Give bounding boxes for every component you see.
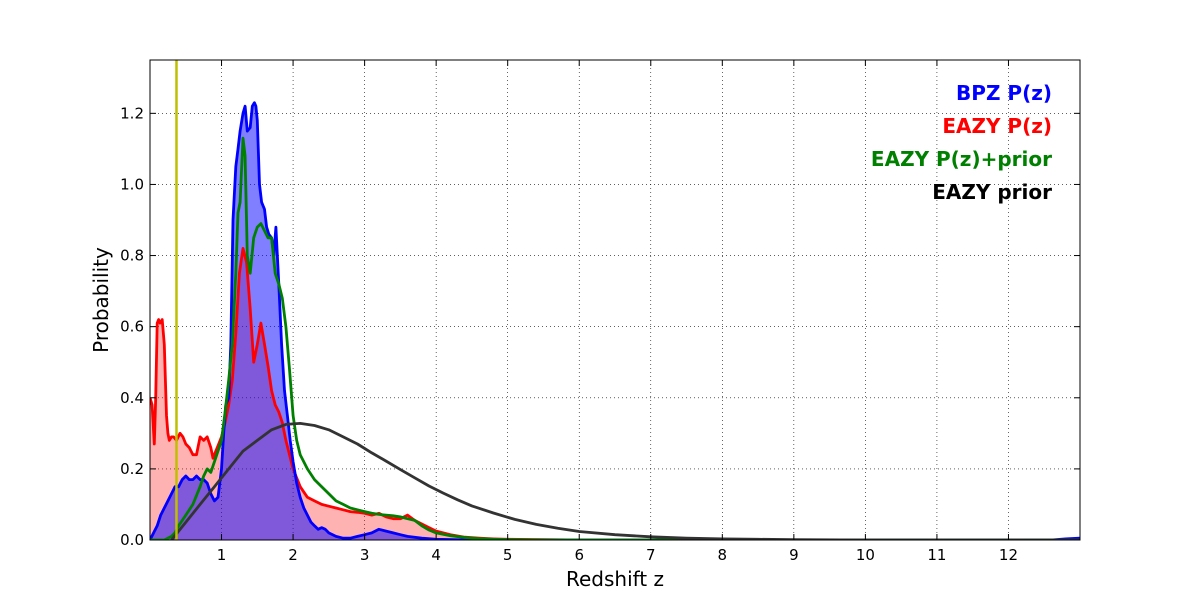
x-tick-label: 4 bbox=[431, 546, 441, 564]
plot-frame bbox=[149, 59, 1081, 541]
y-axis-label: Probability bbox=[89, 247, 113, 353]
y-tick-label: 0.2 bbox=[120, 460, 144, 478]
x-tick-label: 10 bbox=[856, 546, 875, 564]
legend-eazy-p-z: EAZY P(z) bbox=[942, 114, 1052, 138]
y-tick-label: 0.8 bbox=[120, 247, 144, 265]
x-tick-label: 8 bbox=[718, 546, 728, 564]
x-tick-label: 7 bbox=[646, 546, 656, 564]
legend: BPZ P(z) EAZY P(z) EAZY P(z)+prior EAZY pri… bbox=[871, 81, 1052, 204]
legend-eazy-p-z-prior: EAZY P(z)+prior bbox=[871, 147, 1052, 171]
y-tick-label: 0.6 bbox=[120, 318, 144, 336]
y-tick-label: 1.0 bbox=[120, 175, 144, 193]
x-tick-label: 2 bbox=[288, 546, 298, 564]
x-tick-label: 11 bbox=[927, 546, 946, 564]
y-tick-label: 0.0 bbox=[120, 531, 144, 549]
eazy-p-z-prior-line bbox=[150, 136, 1080, 540]
y-tick-label: 1.2 bbox=[120, 104, 144, 122]
x-tick-label: 12 bbox=[999, 546, 1018, 564]
y-tick-label: 0.4 bbox=[120, 389, 144, 407]
grid-lines bbox=[150, 60, 1080, 541]
x-tick-label: 9 bbox=[789, 546, 799, 564]
x-axis-ticks: 1 2 3 4 5 6 7 8 9 10 11 12 bbox=[217, 60, 1018, 564]
x-tick-label: 5 bbox=[503, 546, 513, 564]
plot-background bbox=[150, 60, 1080, 540]
legend-bpz-p-z: BPZ P(z) bbox=[956, 81, 1052, 105]
y-axis-ticks: 0.0 0.2 0.4 0.6 0.8 1.0 1.2 bbox=[120, 104, 1080, 549]
x-tick-label: 1 bbox=[217, 546, 227, 564]
legend-eazy-prior: EAZY prior bbox=[932, 180, 1052, 204]
x-axis-label: Redshift z bbox=[566, 567, 664, 591]
x-tick-label: 3 bbox=[360, 546, 370, 564]
x-tick-label: 6 bbox=[574, 546, 584, 564]
